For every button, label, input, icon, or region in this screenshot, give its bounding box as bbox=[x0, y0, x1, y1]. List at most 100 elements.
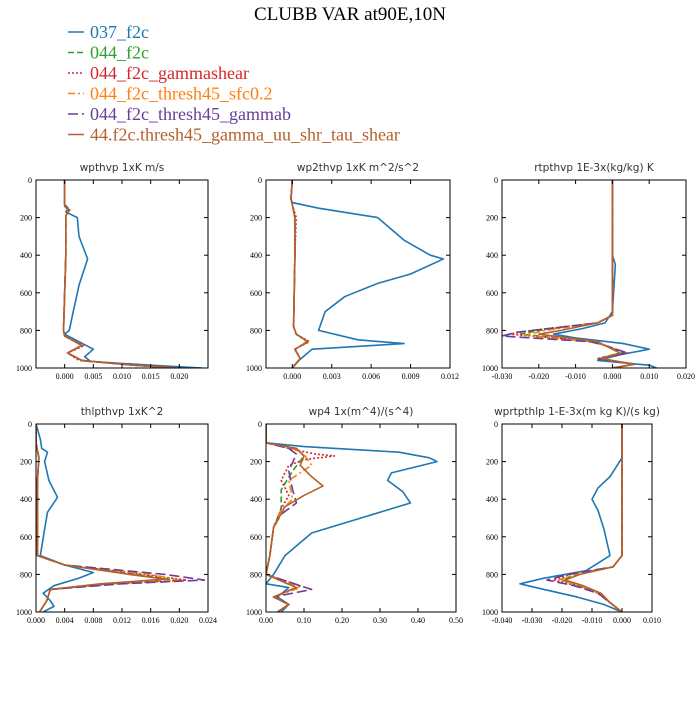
y-tick-label: 1000 bbox=[246, 608, 262, 617]
series-line-4 bbox=[62, 180, 180, 368]
x-tick-label: 0.000 bbox=[603, 372, 621, 381]
y-tick-label: 200 bbox=[486, 214, 498, 223]
y-tick-label: 0 bbox=[258, 420, 262, 429]
x-tick-label: 0.20 bbox=[335, 616, 349, 625]
y-tick-label: 800 bbox=[250, 326, 262, 335]
x-tick-label: 0.015 bbox=[142, 372, 160, 381]
series-group bbox=[266, 424, 438, 612]
x-tick-label: 0.008 bbox=[84, 616, 102, 625]
y-tick-label: 0 bbox=[258, 176, 262, 185]
y-tick-label: 600 bbox=[250, 289, 262, 298]
subplot-2: wp2thvp 1xK m^2/s^2 0.000 0.003 0.006 0.009 0… bbox=[246, 162, 459, 381]
legend: 037_f2c044_f2c044_f2c_gammashear044_f2c_… bbox=[68, 22, 400, 145]
series-line-1 bbox=[290, 180, 445, 368]
series-line-6 bbox=[538, 180, 636, 368]
y-tick-label: 600 bbox=[20, 533, 32, 542]
x-tick-label: 0.005 bbox=[84, 372, 102, 381]
y-tick-label: 200 bbox=[250, 214, 262, 223]
y-tick-label: 600 bbox=[250, 533, 262, 542]
y-tick-label: 0 bbox=[494, 176, 498, 185]
x-tick-label: 0.00 bbox=[259, 616, 273, 625]
subplot-1: wpthvp 1xK m/s 0.000 0.005 0.010 0.015 0.020 0… bbox=[16, 162, 209, 381]
x-tick-label: 0.000 bbox=[27, 616, 45, 625]
y-tick-label: 1000 bbox=[246, 364, 262, 373]
legend-item: 044_f2c_thresh45_sfc0.2 bbox=[68, 84, 272, 104]
subplot-6: wprtpthlp 1-E-3x(m kg K)/(s kg) -0.040 -0.… bbox=[482, 406, 661, 625]
x-tick-label: 0.024 bbox=[199, 616, 217, 625]
series-group bbox=[502, 180, 657, 368]
x-tick-label: -0.010 bbox=[582, 616, 603, 625]
series-line-6 bbox=[266, 424, 324, 612]
subplot-title: thlpthvp 1xK^2 bbox=[81, 406, 164, 418]
x-tick-label: 0.50 bbox=[449, 616, 463, 625]
y-tick-label: 200 bbox=[486, 458, 498, 467]
legend-label: 44.f2c.thresh45_gamma_uu_shr_tau_shear bbox=[90, 125, 400, 145]
y-tick-label: 800 bbox=[20, 326, 32, 335]
y-tick-label: 800 bbox=[486, 570, 498, 579]
x-tick-label: -0.040 bbox=[492, 616, 513, 625]
plot-frame bbox=[501, 423, 653, 613]
y-tick-label: 1000 bbox=[16, 608, 32, 617]
x-tick-label: 0.000 bbox=[613, 616, 631, 625]
x-tick-label: 0.009 bbox=[402, 372, 420, 381]
x-tick-label: -0.030 bbox=[522, 616, 543, 625]
legend-item: 044_f2c_thresh45_gammab bbox=[68, 104, 291, 124]
series-line-4 bbox=[558, 424, 623, 612]
x-tick-label: 0.30 bbox=[373, 616, 387, 625]
y-tick-label: 400 bbox=[486, 251, 498, 260]
series-line-6 bbox=[564, 424, 623, 612]
x-tick-label: 0.020 bbox=[170, 372, 188, 381]
x-tick-label: 0.016 bbox=[142, 616, 160, 625]
y-tick-label: 200 bbox=[20, 458, 32, 467]
y-tick-label: 0 bbox=[28, 176, 32, 185]
series-line-6 bbox=[36, 424, 166, 612]
subplot-title: rtpthvp 1E-3x(kg/kg) K bbox=[534, 162, 655, 174]
y-tick-label: 400 bbox=[250, 495, 262, 504]
y-tick-label: 1000 bbox=[482, 608, 498, 617]
x-tick-label: 0.004 bbox=[56, 616, 74, 625]
plot-frame bbox=[501, 179, 687, 369]
x-tick-label: 0.010 bbox=[640, 372, 658, 381]
legend-label: 044_f2c_gammashear bbox=[90, 63, 249, 83]
series-group bbox=[62, 180, 203, 368]
figure-title: CLUBB VAR at90E,10N bbox=[254, 4, 446, 25]
x-tick-label: 0.012 bbox=[113, 616, 131, 625]
subplot-title: wpthvp 1xK m/s bbox=[80, 162, 165, 174]
subplot-title: wprtpthlp 1-E-3x(m kg K)/(s kg) bbox=[494, 406, 660, 418]
x-tick-label: 0.020 bbox=[677, 372, 695, 381]
x-tick-label: 0.006 bbox=[362, 372, 380, 381]
series-line-2 bbox=[266, 424, 305, 612]
x-tick-label: 0.010 bbox=[113, 372, 131, 381]
series-line-3 bbox=[62, 180, 180, 368]
y-tick-label: 0 bbox=[28, 420, 32, 429]
plot-frame bbox=[265, 423, 457, 613]
plot-frame bbox=[35, 179, 209, 369]
y-tick-label: 800 bbox=[250, 570, 262, 579]
legend-label: 044_f2c bbox=[90, 43, 149, 63]
y-tick-label: 1000 bbox=[16, 364, 32, 373]
legend-item: 044_f2c_gammashear bbox=[68, 63, 249, 83]
legend-label: 037_f2c bbox=[90, 22, 149, 42]
y-tick-label: 400 bbox=[250, 251, 262, 260]
x-tick-label: 0.010 bbox=[643, 616, 661, 625]
series-line-5 bbox=[266, 424, 313, 612]
y-tick-label: 600 bbox=[486, 289, 498, 298]
series-line-1 bbox=[266, 424, 438, 612]
y-tick-label: 200 bbox=[20, 214, 32, 223]
series-group bbox=[36, 424, 206, 612]
x-tick-label: 0.40 bbox=[411, 616, 425, 625]
subplot-5: wp4 1x(m^4)/(s^4) 0.00 0.10 0.20 0.30 0.40 0.5… bbox=[246, 406, 463, 625]
plot-frame bbox=[265, 179, 451, 369]
subplot-4: thlpthvp 1xK^2 0.000 0.004 0.008 0.012 0.016 0… bbox=[16, 406, 217, 625]
subplot-title: wp4 1x(m^4)/(s^4) bbox=[309, 406, 414, 418]
series-line-1 bbox=[63, 180, 203, 368]
legend-item: 044_f2c bbox=[68, 43, 149, 63]
series-line-1 bbox=[36, 424, 95, 612]
x-tick-label: -0.010 bbox=[565, 372, 586, 381]
x-tick-label: 0.020 bbox=[170, 616, 188, 625]
series-line-6 bbox=[290, 180, 309, 368]
legend-label: 044_f2c_thresh45_sfc0.2 bbox=[90, 84, 272, 104]
series-group bbox=[290, 180, 445, 368]
